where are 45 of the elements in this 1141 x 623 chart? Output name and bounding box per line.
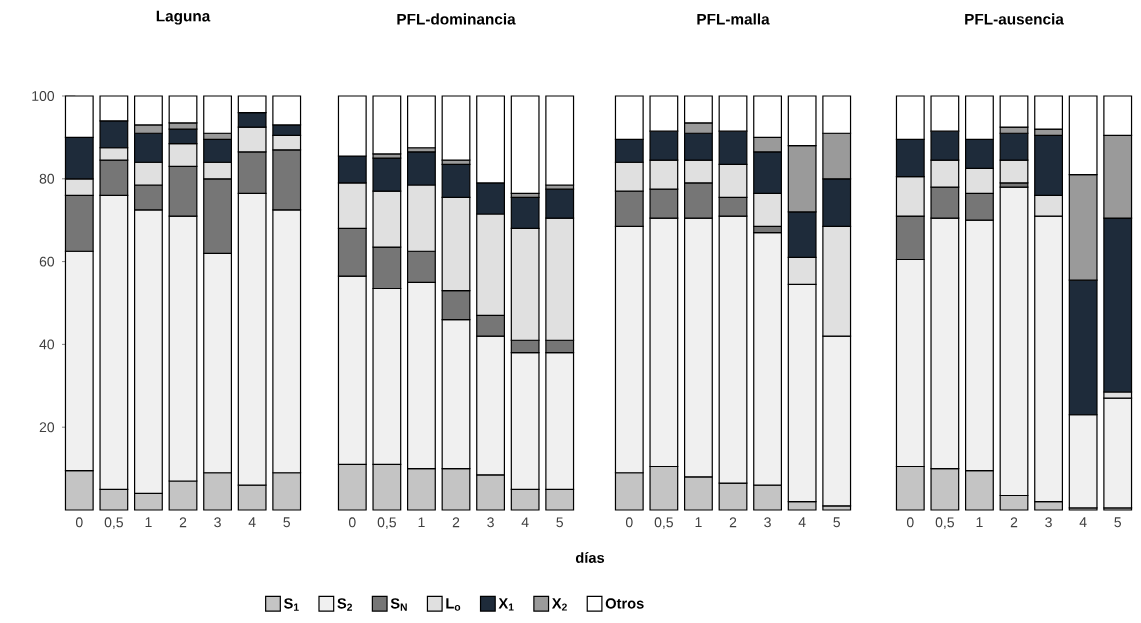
x-tick-label: 3 bbox=[1045, 517, 1052, 528]
x-tick-label: 1 bbox=[695, 517, 702, 527]
legend-label: X$_{2}$ bbox=[551, 598, 567, 611]
y-tick-label: 20 bbox=[39, 422, 55, 433]
chart-title: PFL-dominancia bbox=[397, 13, 516, 25]
legend-label: S$_{2}$ bbox=[337, 598, 353, 611]
y-tick-label: 100 bbox=[32, 91, 55, 101]
chart-title: Laguna bbox=[156, 10, 211, 25]
y-tick-label: 60 bbox=[39, 256, 55, 267]
x-tick-label: 0,5 bbox=[104, 517, 123, 529]
x-tick-label: 0 bbox=[348, 517, 356, 528]
x-tick-label: 0,5 bbox=[654, 517, 673, 529]
chart-title: PFL-ausencia bbox=[965, 13, 1064, 25]
x-tick-label: 1 bbox=[976, 517, 983, 527]
x-tick-label: 5 bbox=[283, 517, 291, 528]
x-tick-label: 3 bbox=[214, 517, 221, 528]
x-tick-label: 2 bbox=[179, 517, 187, 528]
x-tick-label: 1 bbox=[418, 517, 425, 527]
x-tick-label: 5 bbox=[556, 517, 564, 528]
x-tick-label: 4 bbox=[798, 517, 806, 527]
x-tick-label: 0 bbox=[625, 517, 633, 528]
x-tick-label: 0 bbox=[906, 517, 914, 528]
x-tick-label: 1 bbox=[145, 517, 152, 527]
x-tick-label: 0,5 bbox=[377, 517, 396, 529]
x-tick-label: 4 bbox=[521, 517, 529, 527]
legend-label: Otros bbox=[605, 598, 644, 609]
y-tick-label: 40 bbox=[39, 339, 55, 350]
x-tick-label: 0 bbox=[75, 517, 83, 528]
legend-label: S$_{1}$ bbox=[284, 598, 299, 611]
x-tick-label: 2 bbox=[729, 517, 737, 528]
legend-label: L$_{o}$ bbox=[446, 598, 461, 611]
x-tick-label: 2 bbox=[1010, 517, 1018, 528]
legend-label: S$_{N}$ bbox=[390, 598, 407, 611]
x-tick-label: 0,5 bbox=[935, 517, 954, 529]
x-axis-title: días bbox=[575, 552, 605, 563]
x-tick-label: 4 bbox=[1079, 517, 1087, 527]
x-tick-label: 5 bbox=[1114, 517, 1122, 528]
x-tick-label: 2 bbox=[452, 517, 460, 528]
legend-label: X$_{1}$ bbox=[498, 598, 514, 611]
x-tick-label: 5 bbox=[833, 517, 841, 528]
x-tick-label: 3 bbox=[764, 517, 771, 528]
x-tick-label: 3 bbox=[487, 517, 494, 528]
chart-title: PFL-malla bbox=[697, 13, 770, 25]
y-tick-label: 80 bbox=[39, 173, 55, 184]
x-tick-label: 4 bbox=[248, 517, 256, 527]
